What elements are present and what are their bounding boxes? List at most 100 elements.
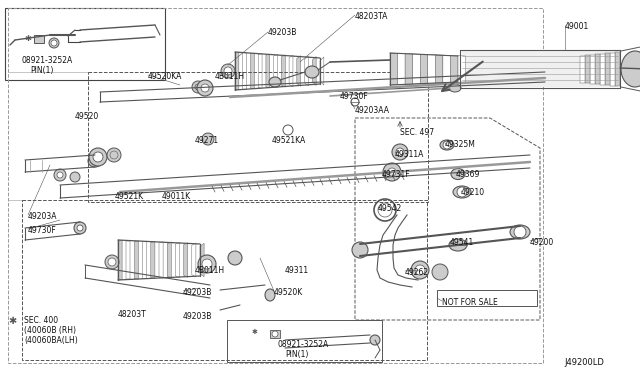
Text: 49731F: 49731F bbox=[382, 170, 411, 179]
Circle shape bbox=[457, 187, 467, 197]
Bar bbox=[8, 8, 543, 363]
Ellipse shape bbox=[449, 239, 467, 251]
Text: 49325M: 49325M bbox=[445, 140, 476, 149]
Polygon shape bbox=[451, 55, 458, 83]
Polygon shape bbox=[435, 55, 443, 83]
Text: 49271: 49271 bbox=[195, 136, 219, 145]
Circle shape bbox=[396, 148, 404, 156]
Ellipse shape bbox=[74, 222, 86, 234]
Text: 49200: 49200 bbox=[530, 238, 554, 247]
Text: 49520K: 49520K bbox=[274, 288, 303, 297]
Text: ✱: ✱ bbox=[24, 33, 31, 42]
Circle shape bbox=[192, 81, 204, 93]
Polygon shape bbox=[312, 57, 316, 86]
Polygon shape bbox=[266, 54, 270, 88]
Bar bbox=[5, 8, 165, 80]
Ellipse shape bbox=[453, 186, 471, 198]
Text: 49262: 49262 bbox=[405, 268, 429, 277]
Polygon shape bbox=[243, 53, 246, 89]
Bar bbox=[270, 330, 280, 338]
Circle shape bbox=[91, 157, 99, 165]
Text: 49542: 49542 bbox=[378, 204, 403, 213]
Text: (40060BA(LH): (40060BA(LH) bbox=[24, 336, 77, 345]
Bar bbox=[462, 51, 618, 87]
Polygon shape bbox=[200, 243, 204, 277]
Polygon shape bbox=[175, 243, 179, 278]
Polygon shape bbox=[397, 53, 405, 85]
Text: 49203B: 49203B bbox=[183, 288, 212, 297]
Ellipse shape bbox=[265, 289, 275, 301]
Circle shape bbox=[110, 151, 118, 159]
Polygon shape bbox=[297, 56, 301, 86]
Circle shape bbox=[392, 144, 408, 160]
Circle shape bbox=[514, 226, 526, 238]
Circle shape bbox=[51, 40, 57, 46]
Ellipse shape bbox=[269, 77, 281, 87]
Polygon shape bbox=[274, 55, 278, 87]
Text: 4B011H: 4B011H bbox=[215, 72, 245, 81]
Polygon shape bbox=[590, 55, 595, 83]
Circle shape bbox=[49, 38, 59, 48]
Circle shape bbox=[383, 163, 401, 181]
Circle shape bbox=[57, 172, 63, 178]
Circle shape bbox=[198, 255, 216, 273]
Text: 49203AA: 49203AA bbox=[355, 106, 390, 115]
Text: 49730F: 49730F bbox=[28, 226, 57, 235]
Circle shape bbox=[202, 259, 212, 269]
Text: PIN(1): PIN(1) bbox=[30, 66, 53, 75]
Polygon shape bbox=[143, 241, 147, 279]
Circle shape bbox=[443, 141, 451, 149]
Polygon shape bbox=[390, 53, 397, 85]
Circle shape bbox=[228, 251, 242, 265]
Ellipse shape bbox=[440, 140, 454, 150]
Bar bbox=[437, 290, 537, 306]
Text: SEC. 400: SEC. 400 bbox=[24, 316, 58, 325]
Ellipse shape bbox=[510, 225, 530, 239]
Text: J49200LD: J49200LD bbox=[564, 358, 604, 367]
Circle shape bbox=[415, 265, 425, 275]
Text: 08921-3252A: 08921-3252A bbox=[22, 56, 73, 65]
Text: 08921-3252A: 08921-3252A bbox=[278, 340, 329, 349]
Text: 49730F: 49730F bbox=[340, 92, 369, 101]
Bar bbox=[22, 200, 427, 360]
Polygon shape bbox=[134, 241, 138, 279]
Bar bbox=[227, 320, 382, 362]
Ellipse shape bbox=[370, 335, 380, 345]
Circle shape bbox=[93, 152, 103, 162]
Polygon shape bbox=[184, 243, 188, 277]
Circle shape bbox=[411, 261, 429, 279]
Polygon shape bbox=[443, 55, 451, 83]
Polygon shape bbox=[126, 241, 131, 279]
Text: 49520KA: 49520KA bbox=[148, 72, 182, 81]
Text: 49210: 49210 bbox=[461, 188, 485, 197]
Ellipse shape bbox=[449, 84, 461, 92]
Circle shape bbox=[105, 255, 119, 269]
Polygon shape bbox=[151, 241, 155, 279]
Circle shape bbox=[202, 133, 214, 145]
Bar bbox=[88, 72, 428, 202]
Polygon shape bbox=[580, 55, 585, 83]
Circle shape bbox=[201, 84, 209, 92]
Circle shape bbox=[70, 172, 80, 182]
Polygon shape bbox=[305, 56, 308, 86]
Bar bbox=[34, 35, 44, 43]
Polygon shape bbox=[250, 53, 254, 89]
Polygon shape bbox=[413, 54, 420, 84]
Polygon shape bbox=[320, 57, 324, 85]
Text: 49521K: 49521K bbox=[115, 192, 144, 201]
Circle shape bbox=[432, 264, 448, 280]
Text: ✱: ✱ bbox=[252, 329, 258, 335]
Text: 48203T: 48203T bbox=[118, 310, 147, 319]
Polygon shape bbox=[420, 54, 428, 84]
Circle shape bbox=[195, 84, 201, 90]
Circle shape bbox=[77, 225, 83, 231]
Circle shape bbox=[54, 169, 66, 181]
Text: 49311A: 49311A bbox=[395, 150, 424, 159]
Polygon shape bbox=[458, 56, 465, 82]
Circle shape bbox=[388, 168, 396, 176]
Polygon shape bbox=[605, 53, 610, 85]
Polygon shape bbox=[258, 54, 262, 88]
Text: 49203B: 49203B bbox=[268, 28, 298, 37]
Circle shape bbox=[108, 258, 116, 266]
Text: 49521KA: 49521KA bbox=[272, 136, 307, 145]
